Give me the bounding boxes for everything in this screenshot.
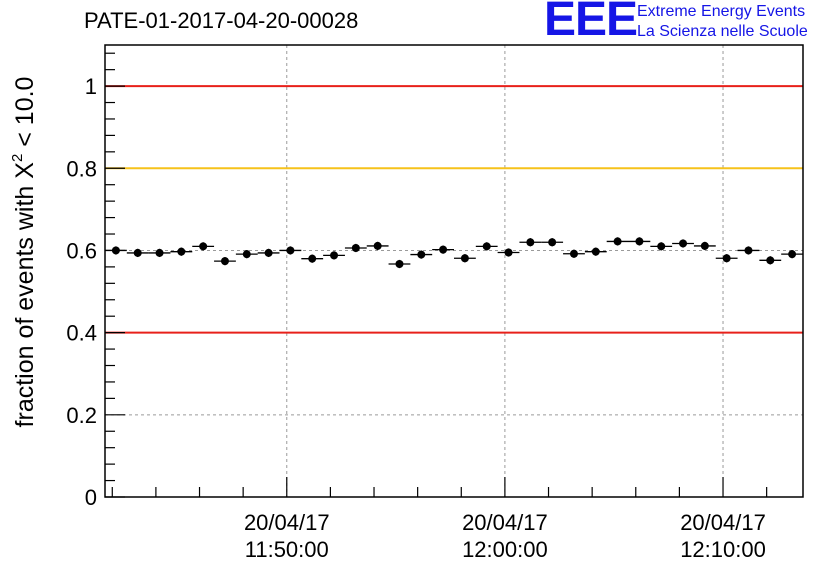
reference-lines <box>105 85 803 334</box>
data-marker <box>133 248 142 257</box>
data-marker <box>242 250 251 259</box>
data-marker <box>264 248 273 257</box>
y-axis-label: fraction of events with X2 < 10.0 <box>9 77 39 428</box>
data-marker <box>788 250 797 259</box>
data-marker <box>308 254 317 263</box>
y-axis-label-main: fraction of events with X <box>11 162 39 428</box>
x-tick-label-time: 12:00:00 <box>462 537 548 562</box>
data-marker <box>286 246 295 255</box>
data-marker <box>199 242 208 251</box>
data-marker <box>679 239 688 248</box>
data-point <box>759 256 782 265</box>
x-tick-label-date: 20/04/17 <box>244 510 330 535</box>
x-tick-label-time: 11:50:00 <box>245 537 329 562</box>
data-marker <box>613 237 622 246</box>
data-point <box>279 246 302 255</box>
data-point <box>344 243 367 253</box>
data-point <box>541 238 564 247</box>
data-point <box>606 237 629 246</box>
data-marker <box>460 254 469 263</box>
data-point <box>672 239 694 248</box>
y-axis-label-superscript: 2 <box>9 154 26 162</box>
data-point <box>454 254 476 263</box>
y-tick-label: 0.8 <box>66 156 97 181</box>
data-point <box>628 237 651 246</box>
data-point <box>584 247 607 256</box>
data-point <box>257 248 280 258</box>
data-point <box>715 254 738 263</box>
data-point <box>650 242 673 251</box>
data-marker <box>657 242 666 251</box>
data-point <box>475 242 498 251</box>
x-tick-label-time: 12:10:00 <box>680 537 766 562</box>
logo-text-line1: Extreme Energy Events <box>637 3 806 20</box>
data-point <box>388 259 411 269</box>
data-marker <box>504 248 513 257</box>
data-marker <box>155 248 164 257</box>
data-point <box>497 248 520 257</box>
data-point <box>693 241 716 251</box>
data-point <box>737 246 760 255</box>
data-point <box>301 254 324 263</box>
data-points <box>105 237 803 269</box>
data-marker <box>439 245 448 254</box>
data-marker <box>351 243 360 252</box>
logo-text-line2: La Scienza nelle Scuole <box>637 23 808 40</box>
plot-frame <box>104 44 804 498</box>
data-marker <box>220 257 229 266</box>
data-point <box>519 238 542 247</box>
data-marker <box>482 242 491 251</box>
y-tick-label: 0.2 <box>66 403 97 428</box>
axes: 00.20.40.60.8120/04/1711:50:0020/04/1712… <box>66 44 804 562</box>
data-marker <box>700 241 709 250</box>
data-point <box>235 250 258 259</box>
grid-lines <box>105 45 803 497</box>
data-marker <box>744 246 753 255</box>
data-point <box>126 248 149 258</box>
chart-title: PATE-01-2017-04-20-00028 <box>84 8 359 33</box>
data-point <box>214 257 236 266</box>
data-marker <box>569 249 578 258</box>
data-marker <box>330 251 339 260</box>
data-point <box>192 242 215 251</box>
x-tick-label-date: 20/04/17 <box>680 510 766 535</box>
data-marker <box>526 238 535 247</box>
data-marker <box>591 247 600 256</box>
data-point <box>323 251 345 260</box>
data-marker <box>373 241 382 250</box>
data-marker <box>722 254 731 263</box>
data-marker <box>395 260 404 269</box>
data-point <box>432 245 454 254</box>
data-marker <box>417 250 426 259</box>
x-tick-label-date: 20/04/17 <box>462 510 548 535</box>
data-marker <box>766 256 775 265</box>
data-point <box>410 250 433 259</box>
data-marker <box>635 237 644 246</box>
data-marker <box>177 247 186 256</box>
data-point <box>366 241 389 251</box>
data-point <box>170 247 193 256</box>
data-marker <box>548 238 557 247</box>
data-point <box>148 248 171 258</box>
y-tick-label: 0.6 <box>66 238 97 263</box>
data-point <box>781 250 803 259</box>
y-axis-label-tail: < 10.0 <box>11 77 39 154</box>
data-point <box>563 249 585 258</box>
y-tick-label: 0 <box>85 485 97 510</box>
y-tick-label: 1 <box>85 74 97 99</box>
eee-logo: EEE <box>544 0 638 46</box>
y-tick-label: 0.4 <box>66 321 97 346</box>
